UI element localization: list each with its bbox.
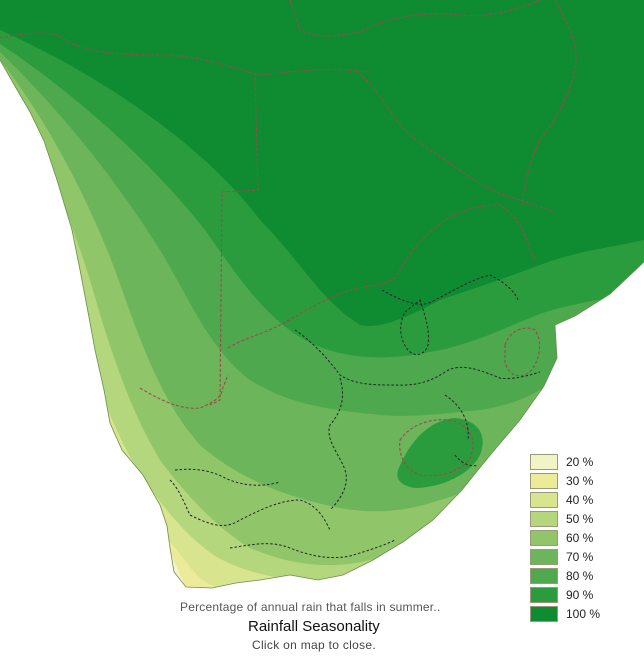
legend-item: 80 % — [530, 566, 610, 585]
map-title: Rainfall Seasonality — [248, 618, 380, 635]
legend-item: 50 % — [530, 509, 610, 528]
legend-label: 100 % — [566, 606, 601, 621]
legend-swatch — [530, 567, 558, 584]
legend-swatch — [530, 529, 558, 546]
legend-swatch — [530, 453, 558, 470]
province-borders — [169, 274, 541, 559]
legend-swatch — [530, 605, 558, 622]
legend-label: 80 % — [566, 568, 594, 583]
legend-label: 60 % — [566, 530, 594, 545]
country-borders — [0, 0, 577, 477]
map-subtitle: Percentage of annual rain that falls in … — [180, 600, 441, 614]
legend-swatch — [530, 491, 558, 508]
legend: 20 % 30 % 40 % 50 % 60 % 70 % 80 % 90 % 100 % — [530, 452, 610, 623]
legend-label: 30 % — [566, 473, 594, 488]
province-border-4 — [169, 479, 331, 531]
legend-swatch — [530, 472, 558, 489]
border-zimbabwe — [354, 69, 556, 213]
border-swaziland — [504, 327, 541, 377]
border-zambia-north — [289, 0, 541, 37]
legend-item: 70 % — [530, 547, 610, 566]
legend-item: 60 % — [530, 528, 610, 547]
border-namibia-southafrica — [139, 374, 229, 409]
legend-item: 40 % — [530, 490, 610, 509]
legend-swatch — [530, 510, 558, 527]
province-border-1 — [381, 274, 519, 305]
legend-item: 20 % — [530, 452, 610, 471]
legend-label: 70 % — [566, 549, 594, 564]
legend-item: 90 % — [530, 585, 610, 604]
legend-item: 100 % — [530, 604, 610, 623]
legend-label: 20 % — [566, 454, 594, 469]
border-lesotho — [399, 419, 474, 477]
legend-label: 50 % — [566, 511, 594, 526]
legend-item: 30 % — [530, 471, 610, 490]
province-border-3 — [328, 377, 347, 511]
legend-swatch — [530, 548, 558, 565]
province-border-2 — [294, 329, 541, 386]
coastline — [0, 59, 644, 589]
province-border-8 — [454, 454, 479, 467]
province-border-6 — [229, 539, 396, 559]
province-border-7 — [400, 299, 429, 356]
province-border-5 — [174, 468, 281, 486]
legend-swatch — [530, 586, 558, 603]
close-hint[interactable]: Click on map to close. — [252, 638, 376, 652]
border-botswana-southafrica — [227, 204, 536, 349]
border-angola-namibia — [0, 32, 371, 76]
legend-label: 90 % — [566, 587, 594, 602]
band-90-pocket — [397, 418, 483, 488]
border-mozambique-inner — [521, 0, 577, 206]
legend-label: 40 % — [566, 492, 594, 507]
